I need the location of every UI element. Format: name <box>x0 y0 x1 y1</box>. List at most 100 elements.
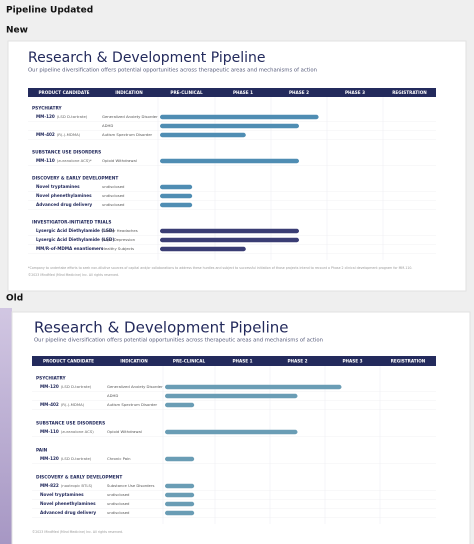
column-header: REGISTRATION <box>391 359 426 364</box>
progress-bar <box>165 384 342 390</box>
indication: undisclosed <box>102 202 125 207</box>
progress-bar <box>165 501 195 507</box>
indication: Generalized Anxiety Disorder <box>102 114 158 119</box>
indication: undisclosed <box>102 193 125 198</box>
indication: Substance Use Disorders <box>107 483 154 488</box>
slide-card <box>11 311 471 544</box>
indication: Generalized Anxiety Disorder <box>107 384 163 389</box>
indication: ADHD <box>107 393 118 398</box>
indication: undisclosed <box>107 501 130 506</box>
footnote: ©2023 MindMed (Mind Medicine) Inc. All r… <box>28 273 119 277</box>
group-label: SUBSTANCE USE DISORDERS <box>32 150 101 156</box>
slide-edge <box>0 308 12 544</box>
slide-title: Research & Development Pipeline <box>28 50 266 66</box>
column-header: PRE-CLINICAL <box>170 90 203 95</box>
column-header: INDICATION <box>115 90 143 95</box>
group-label: PSYCHIATRY <box>36 376 67 382</box>
progress-bar <box>165 456 195 462</box>
slide-subtitle: Our pipeline diversification offers pote… <box>28 68 317 74</box>
progress-bar <box>165 402 195 408</box>
candidate-detail: (R(-)-MDMA) <box>61 402 85 407</box>
progress-bar <box>160 184 193 190</box>
candidate-detail: (LSD D-tartrate) <box>61 456 92 461</box>
indication: undisclosed <box>102 184 125 189</box>
indication: undisclosed <box>107 492 130 497</box>
footnote: *Company to undertake efforts to seek no… <box>28 266 412 270</box>
progress-bar <box>165 510 195 516</box>
candidate: Novel tryptamines <box>40 492 84 497</box>
candidate: Advanced drug delivery <box>40 510 96 515</box>
candidate: MM-120 <box>40 456 59 461</box>
candidate-detail: (zuranolone ACS)* <box>57 158 92 163</box>
progress-bar <box>160 228 299 234</box>
progress-bar <box>160 246 246 252</box>
candidate: Novel phenethylamines <box>40 501 96 506</box>
progress-bar <box>160 114 319 120</box>
group-label: DISCOVERY & EARLY DEVELOPMENT <box>36 475 122 481</box>
indication: Chronic Pain <box>107 456 131 461</box>
column-header: PHASE 2 <box>287 359 307 364</box>
indication: undisclosed <box>107 510 130 515</box>
progress-bar <box>165 429 298 435</box>
progress-bar <box>160 202 193 208</box>
progress-bar <box>165 393 298 399</box>
column-header: PHASE 1 <box>232 359 252 364</box>
candidate: MM-120 <box>36 114 55 119</box>
indication: Major Depression <box>102 237 136 242</box>
candidate: Advanced drug delivery <box>36 202 92 207</box>
group-label: PAIN <box>36 448 48 454</box>
candidate-detail: (nootropic BTLS) <box>61 483 93 488</box>
candidate-detail: (LSD D-tartrate) <box>57 114 88 119</box>
page-title: Pipeline Updated <box>6 6 93 16</box>
group-label: SUBSTANCE USE DISORDERS <box>36 421 105 427</box>
candidate: MM/R-of-MDMA enantiomers <box>36 246 104 251</box>
candidate: MM-822 <box>40 483 59 488</box>
slide-subtitle: Our pipeline diversification offers pote… <box>34 338 323 344</box>
candidate: Novel tryptamines <box>36 184 80 189</box>
column-header: PRODUCT CANDIDATE <box>43 359 94 364</box>
column-header: PHASE 1 <box>233 90 253 95</box>
indication: Autism Spectrum Disorder <box>107 402 158 407</box>
table-header <box>32 356 436 366</box>
progress-bar <box>160 193 193 199</box>
column-header: INDICATION <box>120 359 148 364</box>
indication: Opioid Withdrawal <box>102 158 137 163</box>
progress-bar <box>165 483 195 489</box>
group-label: PSYCHIATRY <box>32 106 63 112</box>
candidate: MM-402 <box>40 402 59 407</box>
slide-label: New <box>6 26 28 36</box>
candidate: Novel phenethylamines <box>36 193 92 198</box>
candidate-detail: (zuranolone ACS) <box>61 429 94 434</box>
candidate: MM-120 <box>40 384 59 389</box>
progress-bar <box>160 132 246 138</box>
candidate: MM-110 <box>40 429 59 434</box>
group-label: INVESTIGATOR-INITIATED TRIALS <box>32 220 112 226</box>
candidate-detail: (R(-)-MDMA) <box>57 132 81 137</box>
indication: Cluster Headaches <box>102 228 138 233</box>
candidate: Lysergic Acid Diethylamide (LSD) <box>36 237 114 242</box>
slide-label: Old <box>6 294 23 304</box>
column-header: PHASE 2 <box>289 90 309 95</box>
progress-bar <box>165 492 195 498</box>
candidate: MM-402 <box>36 132 55 137</box>
candidate: MM-110 <box>36 158 55 163</box>
group-label: DISCOVERY & EARLY DEVELOPMENT <box>32 176 118 182</box>
progress-bar <box>160 123 299 129</box>
column-header: PHASE 3 <box>345 90 365 95</box>
slide-title: Research & Development Pipeline <box>34 319 289 337</box>
footnote: ©2023 MindMed (Mind Medicine) Inc. All r… <box>32 530 123 534</box>
column-header: REGISTRATION <box>392 90 427 95</box>
indication: Opioid Withdrawal <box>107 429 142 434</box>
progress-bar <box>160 237 299 243</box>
column-header: PRE-CLINICAL <box>173 359 206 364</box>
indication: Healthy Subjects <box>102 246 134 251</box>
column-header: PRODUCT CANDIDATE <box>38 90 89 95</box>
indication: ADHD <box>102 123 113 128</box>
candidate-detail: (LSD D-tartrate) <box>61 384 92 389</box>
table-header <box>28 88 436 97</box>
column-header: PHASE 3 <box>342 359 362 364</box>
progress-bar <box>160 158 299 164</box>
indication: Autism Spectrum Disorder <box>102 132 153 137</box>
candidate: Lysergic Acid Diethylamide (LSD) <box>36 228 114 233</box>
